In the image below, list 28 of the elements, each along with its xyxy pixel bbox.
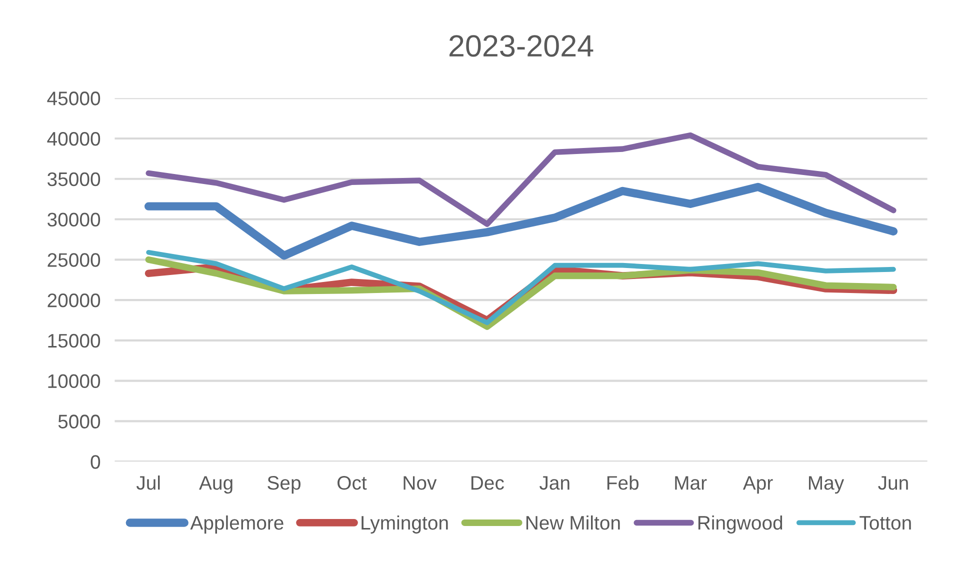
y-tick-label: 40000: [47, 132, 100, 146]
y-tick-label: 35000: [48, 172, 100, 186]
x-tick-label: Jan: [540, 476, 570, 490]
legend-label: Ringwood: [698, 515, 782, 534]
legend-label: Applemore: [190, 515, 284, 534]
y-tick-label: 30000: [48, 212, 100, 226]
y-tick-label: 45000: [47, 92, 100, 106]
y-tick-label: 0: [90, 455, 100, 469]
x-tick-label: Dec: [471, 476, 504, 490]
chart-title: 2023-2024: [450, 35, 594, 57]
x-tick-label: Feb: [607, 475, 639, 490]
legend-label: New Milton: [526, 515, 620, 530]
x-tick-label: Oct: [338, 476, 367, 490]
y-tick-label: 15000: [48, 334, 100, 348]
x-tick-label: May: [808, 476, 844, 494]
x-tick-label: Jul: [136, 475, 160, 490]
x-tick-label: Mar: [675, 476, 707, 490]
x-tick-label: Aug: [199, 476, 232, 494]
legend-label: Lymington: [362, 515, 448, 534]
y-tick-label: 10000: [48, 374, 100, 388]
x-tick-label: Sep: [268, 476, 300, 494]
x-tick-label: Apr: [742, 476, 773, 494]
legend-label: Totton: [860, 516, 911, 530]
x-tick-label: Nov: [404, 476, 437, 490]
y-tick-label: 25000: [48, 253, 100, 267]
y-tick-label: 20000: [48, 294, 100, 308]
y-tick-label: 5000: [58, 414, 100, 428]
x-tick-label: Jun: [878, 476, 908, 490]
